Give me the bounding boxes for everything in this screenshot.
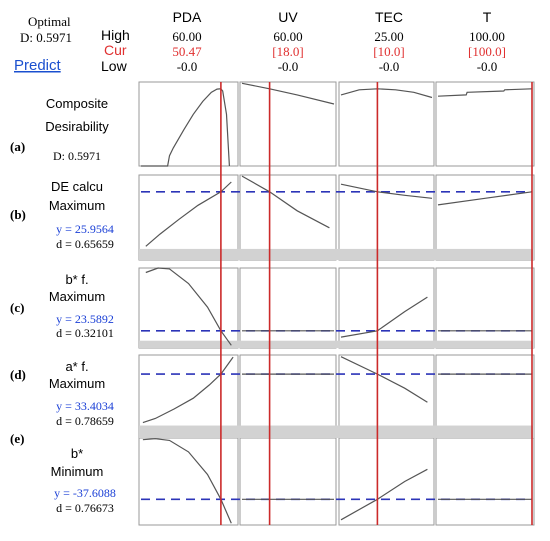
panel-frame-e-t xyxy=(435,437,535,526)
factor-low: -0.0 xyxy=(177,59,198,74)
response-goal: Maximum xyxy=(49,376,105,391)
response-goal: Maximum xyxy=(49,289,105,304)
plot-grid xyxy=(138,81,535,526)
panel-letter-b: (b) xyxy=(10,207,26,222)
panel-letter-a: (a) xyxy=(10,139,25,154)
panel-frame-b-uv xyxy=(239,174,337,261)
factor-cur: [10.0] xyxy=(373,44,404,59)
cur-row-label: Cur xyxy=(104,42,127,58)
response-title: b* xyxy=(71,446,83,461)
panel-frame-b-t xyxy=(435,174,535,261)
infeasible-band-d xyxy=(139,425,534,438)
factor-header-pda: PDA 60.00 50.47 -0.0 xyxy=(172,9,202,74)
response-d: d = 0.78659 xyxy=(56,414,114,428)
response-title: b* f. xyxy=(65,272,88,287)
response-curve-b-tec xyxy=(340,183,433,199)
infeasible-band-c xyxy=(139,340,534,348)
panel-frame-e-tec xyxy=(338,437,435,526)
response-title: Composite xyxy=(46,96,108,111)
response-curve-e-tec xyxy=(340,468,428,521)
factor-low: -0.0 xyxy=(477,59,498,74)
panel-letter-e: (e) xyxy=(10,431,24,446)
factor-header-t: T 100.00 [100.0] -0.0 xyxy=(468,9,506,74)
factor-low: -0.0 xyxy=(278,59,299,74)
predict-link[interactable]: Predict xyxy=(14,57,62,74)
response-label-d: a* f. Maximum y = 33.4034 d = 0.78659 xyxy=(49,359,114,428)
panel-frame-c-uv xyxy=(239,267,337,349)
panel-frame-a-uv xyxy=(239,81,337,167)
response-curve-b-pda xyxy=(145,181,232,247)
response-stat: D: 0.5971 xyxy=(53,149,101,163)
response-label-c: b* f. Maximum y = 23.5892 d = 0.32101 xyxy=(49,272,114,340)
response-label-b: DE calcu Maximum y = 25.9564 d = 0.65659 xyxy=(49,179,114,251)
factor-header-uv: UV 60.00 [18.0] -0.0 xyxy=(272,9,303,74)
optimal-label: Optimal xyxy=(28,14,71,29)
factor-cur: 50.47 xyxy=(172,44,202,59)
response-d: d = 0.65659 xyxy=(56,237,114,251)
response-curve-c-tec xyxy=(340,296,428,338)
high-row-label: High xyxy=(101,27,130,43)
response-curve-a-pda xyxy=(141,88,230,167)
panel-frame-a-pda xyxy=(138,81,239,167)
response-curve-b-t xyxy=(437,191,533,206)
response-curve-d-pda xyxy=(142,356,234,424)
response-label-e: b* Minimum y = -37.6088 d = 0.76673 xyxy=(51,446,116,515)
factor-name: T xyxy=(483,9,492,25)
panel-frame-a-t xyxy=(435,81,535,167)
response-title: DE calcu xyxy=(51,179,103,194)
panel-frame-c-t xyxy=(435,267,535,349)
response-curve-e-pda xyxy=(142,438,232,524)
response-goal: Minimum xyxy=(51,464,104,479)
composite-d-value: D: 0.5971 xyxy=(20,30,72,45)
factor-cur: [100.0] xyxy=(468,44,506,59)
response-d: d = 0.32101 xyxy=(56,326,114,340)
response-curve-a-uv xyxy=(241,82,335,105)
factor-low: -0.0 xyxy=(379,59,400,74)
factor-name: PDA xyxy=(173,9,202,25)
response-d: d = 0.76673 xyxy=(56,501,114,515)
panel-frame-a-tec xyxy=(338,81,435,167)
low-row-label: Low xyxy=(101,58,128,74)
response-y: y = 25.9564 xyxy=(56,222,114,236)
factor-cur: [18.0] xyxy=(272,44,303,59)
response-curve-a-t xyxy=(437,88,533,97)
response-curve-c-pda xyxy=(145,267,232,346)
response-label-a: Composite Desirability D: 0.5971 xyxy=(45,96,109,163)
factor-high: 25.00 xyxy=(374,29,403,44)
factor-high: 60.00 xyxy=(172,29,201,44)
infeasible-band-b xyxy=(139,248,534,260)
response-title: a* f. xyxy=(65,359,88,374)
response-curve-a-tec xyxy=(340,88,433,99)
panel-frame-c-pda xyxy=(138,267,239,349)
panel-frame-e-pda xyxy=(138,437,239,526)
factor-high: 60.00 xyxy=(273,29,302,44)
response-y: y = 33.4034 xyxy=(56,399,114,413)
response-y: y = -37.6088 xyxy=(54,486,116,500)
response-y: y = 23.5892 xyxy=(56,312,114,326)
panel-frame-e-uv xyxy=(239,437,337,526)
factor-header-tec: TEC 25.00 [10.0] -0.0 xyxy=(373,9,404,74)
factor-name: TEC xyxy=(375,9,403,25)
response-goal: Desirability xyxy=(45,119,109,134)
panel-frame-b-pda xyxy=(138,174,239,261)
factor-high: 100.00 xyxy=(469,29,505,44)
factor-name: UV xyxy=(278,9,298,25)
panel-frame-c-tec xyxy=(338,267,435,349)
panel-letter-d: (d) xyxy=(10,367,26,382)
response-curve-d-tec xyxy=(340,356,428,403)
panel-frame-b-tec xyxy=(338,174,435,261)
panel-letter-c: (c) xyxy=(10,300,24,315)
response-curve-b-uv xyxy=(241,175,330,229)
response-goal: Maximum xyxy=(49,198,105,213)
